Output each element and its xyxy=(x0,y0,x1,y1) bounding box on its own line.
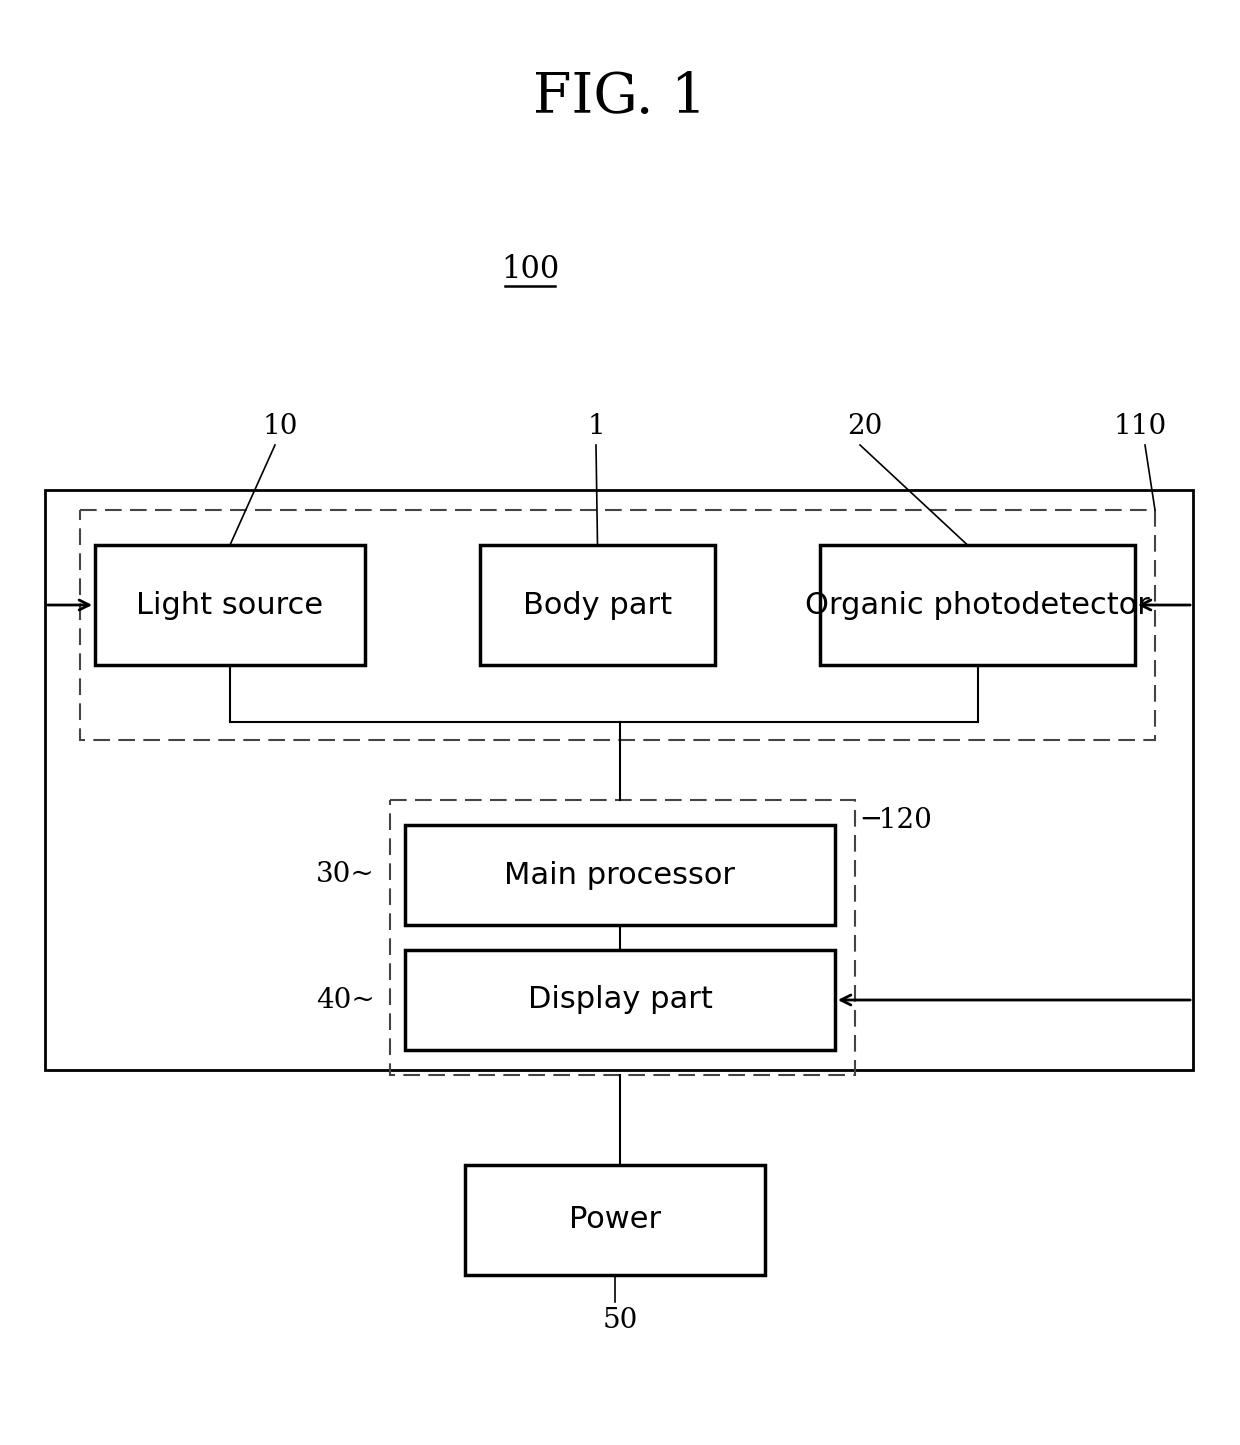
Bar xyxy=(45,490,1193,1069)
Text: 1: 1 xyxy=(587,413,605,439)
Text: ─120: ─120 xyxy=(862,806,932,834)
Text: Power: Power xyxy=(569,1205,661,1234)
Text: 40~: 40~ xyxy=(316,987,374,1013)
Bar xyxy=(81,510,1154,740)
Text: Light source: Light source xyxy=(136,591,324,620)
Bar xyxy=(465,1165,765,1274)
Bar xyxy=(405,825,835,925)
Text: 20: 20 xyxy=(847,413,883,439)
Bar xyxy=(391,801,856,1075)
Text: 110: 110 xyxy=(1114,413,1167,439)
Text: Organic photodetector: Organic photodetector xyxy=(805,591,1149,620)
Text: Display part: Display part xyxy=(527,985,713,1014)
Bar xyxy=(405,949,835,1051)
Text: 50: 50 xyxy=(603,1306,637,1334)
Bar xyxy=(95,545,365,665)
Bar xyxy=(480,545,715,665)
Text: FIG. 1: FIG. 1 xyxy=(533,69,707,124)
Text: 10: 10 xyxy=(262,413,298,439)
Text: 100: 100 xyxy=(501,254,559,286)
Text: Body part: Body part xyxy=(523,591,672,620)
Bar xyxy=(820,545,1135,665)
Text: 30~: 30~ xyxy=(316,861,374,889)
Text: Main processor: Main processor xyxy=(505,861,735,890)
